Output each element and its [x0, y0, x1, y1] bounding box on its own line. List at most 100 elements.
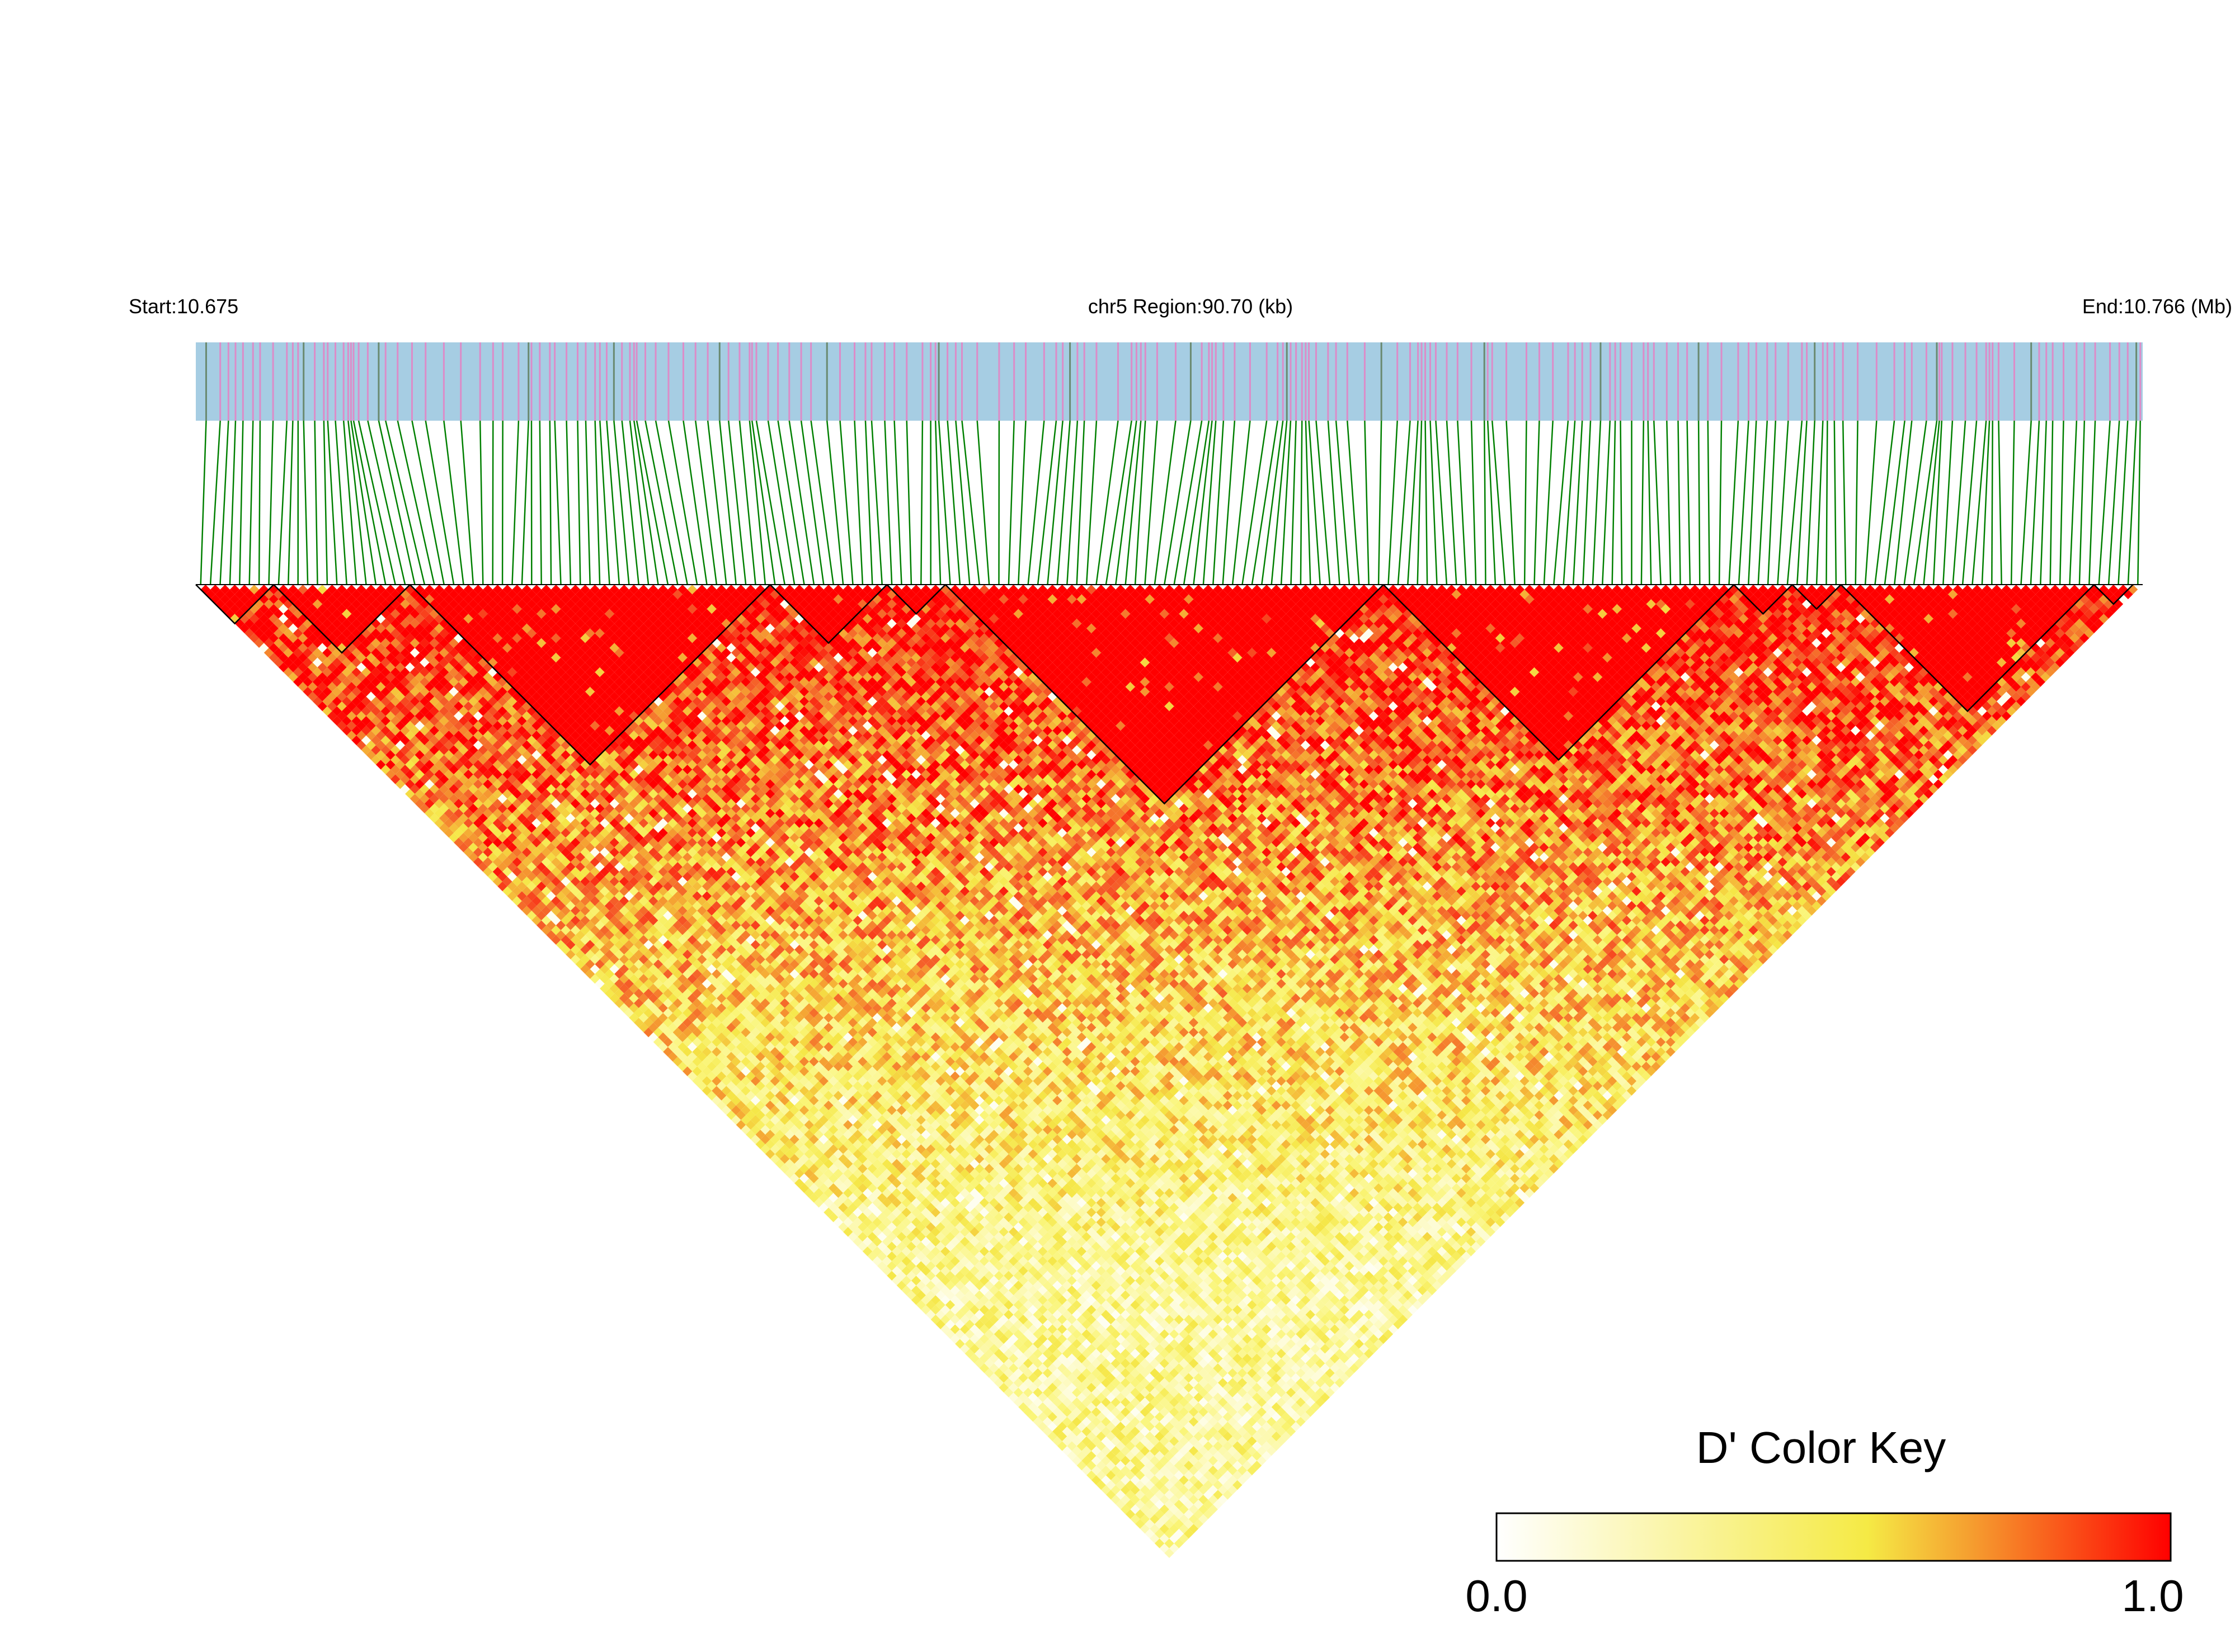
- ld-cell: [975, 1329, 985, 1339]
- ld-cell: [970, 1285, 980, 1296]
- ld-cell: [945, 1261, 956, 1271]
- ld-cell: [458, 794, 469, 804]
- ld-cell: [429, 784, 439, 794]
- ld-cell: [1121, 1504, 1131, 1514]
- ld-cell: [429, 774, 439, 784]
- ld-cell: [741, 1095, 751, 1105]
- snp-connector: [1261, 420, 1284, 585]
- ld-cell: [716, 1023, 727, 1033]
- snp-connector: [1640, 420, 1645, 585]
- ld-cell: [303, 686, 313, 697]
- ld-cell: [521, 867, 532, 877]
- ld-cell: [901, 1236, 911, 1247]
- snp-connector: [1251, 420, 1278, 585]
- ld-cell: [970, 1315, 980, 1325]
- ld-cell: [400, 706, 410, 716]
- ld-cell: [643, 978, 653, 989]
- ld-cell: [429, 755, 439, 765]
- ld-cell: [400, 784, 410, 794]
- ld-cell: [667, 974, 678, 984]
- ld-cell: [643, 949, 653, 959]
- ld-cell: [1086, 1412, 1097, 1422]
- ld-cell: [526, 832, 537, 843]
- ld-cell: [1008, 1315, 1019, 1325]
- ld-cell: [303, 648, 313, 658]
- ld-cell: [1111, 1456, 1121, 1466]
- ld-cell: [1028, 1402, 1038, 1412]
- ld-cell: [1121, 1436, 1131, 1446]
- ld-cell: [1121, 1465, 1131, 1476]
- snp-connector: [1961, 420, 1978, 585]
- ld-cell: [1008, 1344, 1019, 1354]
- ld-cell: [964, 1310, 975, 1320]
- snp-connector: [749, 420, 766, 585]
- ld-cell: [829, 1164, 839, 1174]
- ld-cell: [308, 662, 318, 672]
- ld-cell: [975, 1310, 985, 1320]
- snp-connector: [323, 420, 328, 585]
- ld-cell: [731, 1105, 741, 1116]
- ld-cell: [634, 940, 644, 950]
- ld-cell: [439, 823, 449, 833]
- ld-cell: [595, 959, 605, 969]
- ld-cell: [950, 1285, 960, 1296]
- snp-connector: [1611, 420, 1616, 585]
- ld-cell: [1047, 1353, 1057, 1363]
- ld-cell: [303, 599, 313, 609]
- ld-cell: [838, 1222, 848, 1232]
- ld-cell: [351, 667, 361, 677]
- ld-cell: [595, 940, 605, 950]
- ld-cell: [1018, 1363, 1028, 1373]
- ld-cell: [424, 769, 435, 779]
- ld-cell: [707, 1090, 717, 1101]
- ld-cell: [829, 1202, 839, 1213]
- ld-cell: [1018, 1402, 1028, 1412]
- ld-cell: [1145, 1451, 1155, 1461]
- snp-connector: [1653, 420, 1662, 585]
- ld-cell: [229, 594, 240, 604]
- snp-connector: [1008, 420, 1015, 585]
- ld-cell: [308, 614, 318, 624]
- ld-cell: [862, 1236, 873, 1247]
- ld-cell: [337, 721, 347, 731]
- ld-cell: [975, 1281, 985, 1291]
- ld-cell: [332, 657, 342, 667]
- ld-cell: [512, 837, 522, 848]
- snp-connector: [1505, 420, 1516, 585]
- ld-cell: [512, 857, 522, 867]
- snp-connector: [1533, 420, 1540, 585]
- ld-cell: [813, 1198, 824, 1208]
- ld-cell: [901, 1246, 911, 1256]
- ld-cell: [906, 1261, 916, 1271]
- ld-cell: [1105, 1412, 1116, 1422]
- ld-cell: [507, 872, 517, 882]
- ld-cell: [804, 1188, 814, 1198]
- ld-cell: [1086, 1461, 1097, 1471]
- ld-cell: [375, 691, 386, 702]
- ld-cell: [1130, 1494, 1140, 1505]
- ld-cell: [755, 1100, 765, 1110]
- ld-cell: [707, 1042, 717, 1052]
- snp-connector: [268, 420, 274, 585]
- snp-connector: [511, 420, 520, 585]
- ld-cell: [488, 794, 498, 804]
- ld-cell: [979, 1334, 990, 1344]
- ld-cell: [351, 706, 361, 716]
- ld-cell: [911, 1285, 921, 1296]
- ld-cell: [356, 721, 366, 731]
- ld-cell: [780, 1154, 790, 1164]
- ld-cell: [458, 832, 469, 843]
- ld-cell: [556, 920, 566, 930]
- ld-cell: [463, 789, 473, 799]
- ld-cell: [1121, 1494, 1131, 1505]
- ld-cell: [609, 993, 619, 1004]
- ld-cell: [1135, 1480, 1145, 1490]
- ld-cell: [833, 1188, 844, 1198]
- ld-cell: [935, 1261, 945, 1271]
- ld-cell: [1008, 1373, 1019, 1383]
- ld-cell: [959, 1276, 970, 1286]
- ld-cell: [454, 818, 464, 828]
- ld-cell: [390, 755, 401, 765]
- snp-connector: [1952, 420, 1966, 585]
- ld-cell: [312, 677, 323, 687]
